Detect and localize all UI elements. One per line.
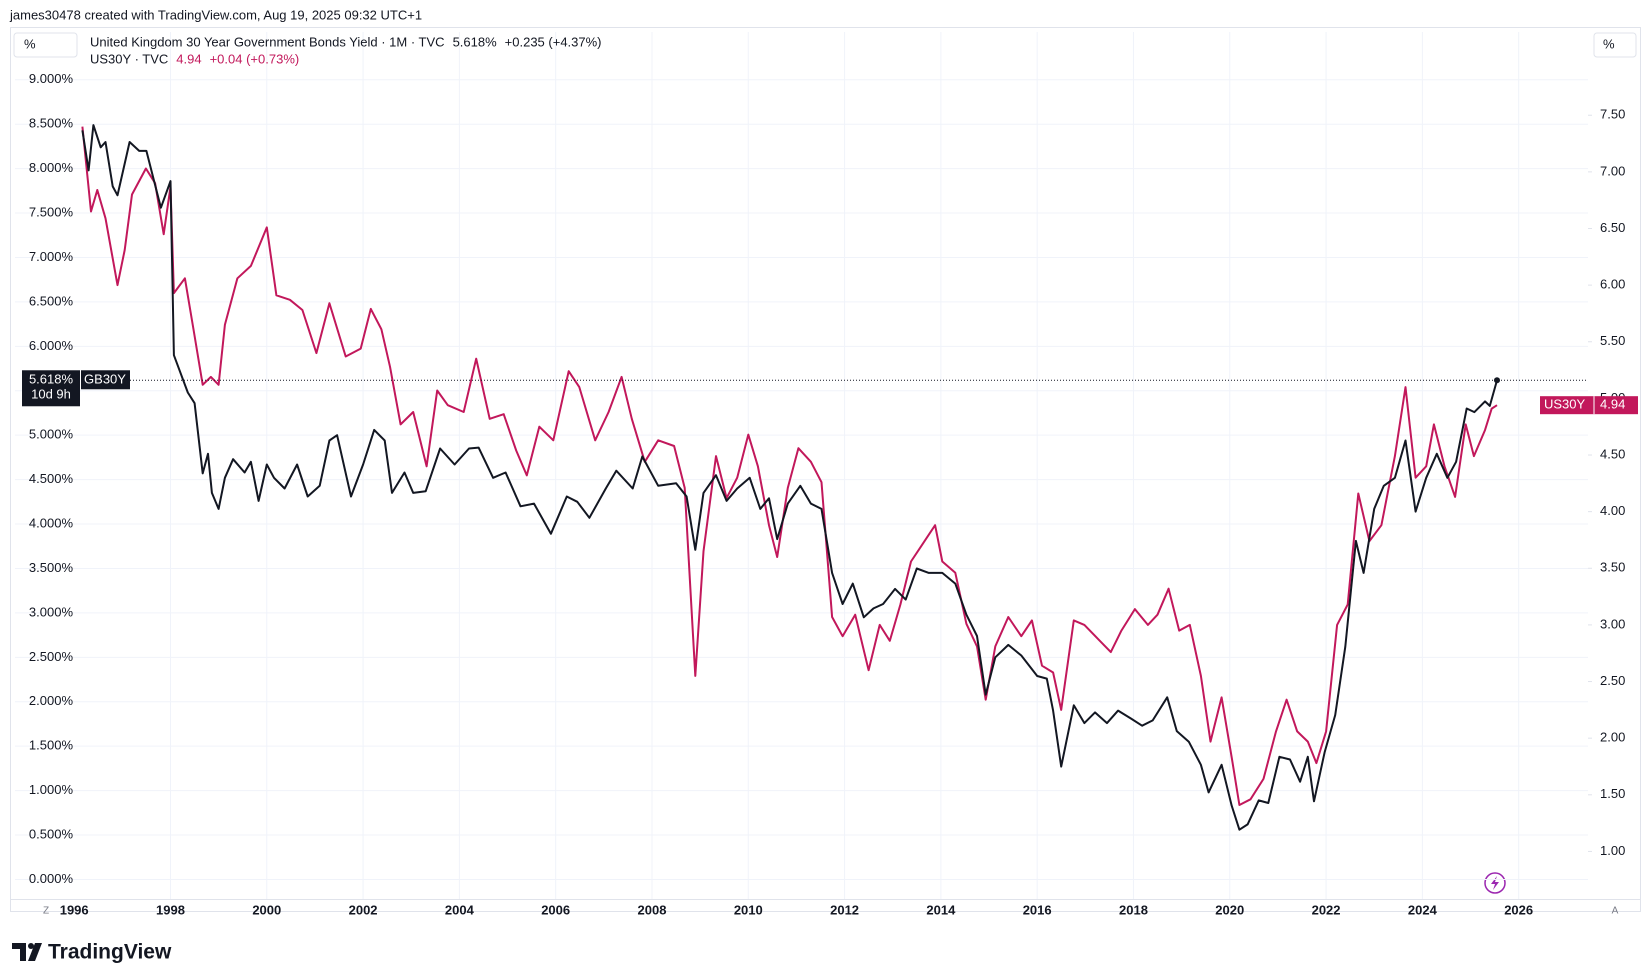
- legend-name: United Kingdom 30 Year Government Bonds …: [90, 34, 445, 49]
- price-label-box: [22, 370, 80, 407]
- logo-mark: [12, 943, 26, 961]
- x-tick-label: 2008: [638, 902, 667, 917]
- legend-value: 4.94: [176, 51, 201, 66]
- x-tick-label: 2012: [830, 902, 859, 917]
- y-tick-label: 0.500%: [29, 826, 74, 841]
- legend-change: +0.235 (+4.37%): [505, 34, 602, 49]
- left-unit: %: [24, 36, 36, 51]
- symbol-label-box: [81, 370, 130, 390]
- y-tick-label: 8.500%: [29, 116, 74, 131]
- legend-name: US30Y · TVC: [90, 51, 168, 66]
- symbol-label: US30Y: [1544, 397, 1586, 412]
- y-tick-label: 3.000%: [29, 604, 74, 619]
- x-tick-label: 1998: [156, 902, 185, 917]
- icon-bolt: [1491, 876, 1499, 890]
- legend-value: 5.618%: [453, 34, 498, 49]
- y2-tick-label: 4.00: [1600, 503, 1625, 518]
- y-tick-label: 7.500%: [29, 204, 74, 219]
- pane-border: [10, 27, 1641, 912]
- symbol-label: GB30Y: [84, 372, 126, 387]
- y-tick-label: 4.500%: [29, 471, 74, 486]
- y2-tick-label: 3.00: [1600, 616, 1625, 631]
- y-tick-label: 6.000%: [29, 338, 74, 353]
- y-tick-label: 2.500%: [29, 649, 74, 664]
- legend-change: +0.04 (+0.73%): [210, 51, 300, 66]
- series-line: [81, 126, 1498, 806]
- symbol-label-box: [1540, 396, 1638, 415]
- price-label: 5.618%: [29, 372, 74, 387]
- x-tick-label: 2004: [445, 902, 475, 917]
- x-tick-label: 2016: [1023, 902, 1052, 917]
- price-label: 4.94: [1600, 397, 1625, 412]
- y-tick-label: 2.000%: [29, 693, 74, 708]
- logo-slash: [28, 943, 42, 961]
- y2-tick-label: 4.50: [1600, 446, 1625, 461]
- last-point: [1493, 377, 1500, 384]
- x-tick-label: 2026: [1504, 902, 1533, 917]
- y-tick-label: 6.500%: [29, 293, 74, 308]
- x-tick-label: 2020: [1215, 902, 1244, 917]
- y2-tick-label: 2.50: [1600, 673, 1625, 688]
- x-tick-label: 2014: [926, 902, 956, 917]
- corner-left: Z: [43, 906, 49, 917]
- y-tick-label: 0.000%: [29, 871, 74, 886]
- y-tick-label: 1.500%: [29, 738, 74, 753]
- x-tick-label: 1996: [60, 902, 89, 917]
- y-tick-label: 9.000%: [29, 71, 74, 86]
- y-tick-label: 1.000%: [29, 782, 74, 797]
- corner-right: A: [1612, 906, 1619, 917]
- y2-tick-label: 3.50: [1600, 560, 1625, 575]
- x-tick-label: 2000: [252, 902, 281, 917]
- y2-tick-label: 7.50: [1600, 107, 1625, 122]
- y-tick-label: 3.500%: [29, 560, 74, 575]
- x-tick-label: 2018: [1119, 902, 1148, 917]
- credit: james30478 created with TradingView.com,…: [9, 7, 422, 22]
- y-tick-label: 4.000%: [29, 515, 74, 530]
- y2-tick-label: 6.00: [1600, 277, 1625, 292]
- brand: TradingView: [48, 941, 172, 964]
- brand-logo: TradingView: [12, 941, 172, 964]
- x-tick-label: 2022: [1312, 902, 1341, 917]
- y2-tick-label: 5.50: [1600, 333, 1625, 348]
- y2-tick-label: 1.50: [1600, 786, 1625, 801]
- series-line: [81, 124, 1498, 831]
- y2-tick-label: 6.50: [1600, 220, 1625, 235]
- countdown: 10d 9h: [31, 387, 71, 402]
- y-tick-label: 5.000%: [29, 427, 74, 442]
- x-tick-label: 2010: [734, 902, 763, 917]
- logo-dot: [28, 943, 34, 949]
- right-unit: %: [1603, 36, 1615, 51]
- x-tick-label: 2002: [349, 902, 378, 917]
- lightning-icon[interactable]: [1484, 872, 1506, 894]
- y-tick-label: 7.000%: [29, 249, 74, 264]
- y2-tick-label: 1.00: [1600, 843, 1625, 858]
- y2-tick-label: 7.00: [1600, 163, 1625, 178]
- left-unit-button[interactable]: [13, 32, 78, 58]
- right-unit-button[interactable]: [1593, 32, 1637, 58]
- x-tick-label: 2006: [541, 902, 570, 917]
- x-tick-label: 2024: [1408, 902, 1438, 917]
- icon-circle: [1484, 872, 1506, 894]
- y2-tick-label: 2.00: [1600, 730, 1625, 745]
- y-tick-label: 8.000%: [29, 160, 74, 175]
